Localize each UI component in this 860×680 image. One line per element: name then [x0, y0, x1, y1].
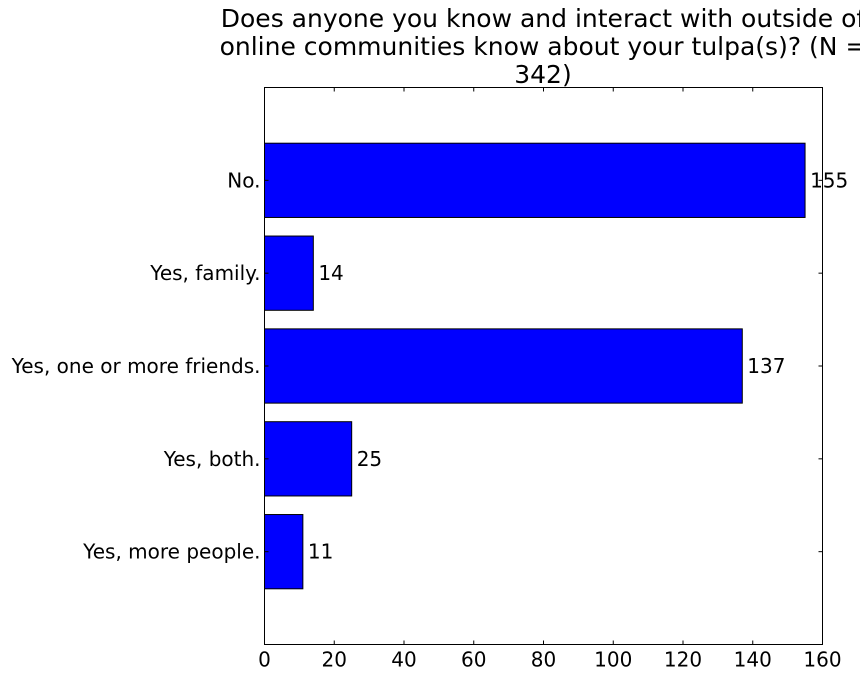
chart-title-line-2: online communities know about your tulpa… [220, 32, 860, 61]
bars [264, 142, 806, 590]
x-tick-label: 80 [531, 648, 556, 672]
data-label: 11 [308, 540, 333, 564]
chart-title: Does anyone you know and interact with o… [220, 4, 860, 89]
category-labels: No. Yes, family. Yes, one or more friends.… [11, 168, 261, 563]
bar [264, 235, 314, 311]
bar [264, 514, 304, 590]
x-tick-label: 0 [258, 648, 271, 672]
data-label: 14 [318, 261, 343, 285]
chart-title-line-1: Does anyone you know and interact with o… [221, 4, 860, 33]
bar [264, 421, 353, 497]
bar [264, 328, 743, 404]
x-tick-label: 140 [734, 648, 772, 672]
bar [264, 142, 806, 218]
x-tick-label: 100 [594, 648, 632, 672]
data-label: 25 [357, 447, 382, 471]
x-axis-tick-labels: 0 20 40 60 80 100 120 140 160 [258, 648, 841, 672]
x-tick-label: 40 [391, 648, 416, 672]
category-label: Yes, both. [163, 447, 261, 471]
data-labels: 155 14 137 25 11 [308, 168, 848, 563]
data-label: 137 [747, 354, 785, 378]
category-label: Yes, more people. [82, 540, 260, 564]
plot-area-frame [264, 87, 823, 645]
chart-title-line-3: 342) [514, 60, 571, 89]
x-tick-label: 20 [322, 648, 347, 672]
category-label: No. [227, 168, 260, 192]
data-label: 155 [810, 168, 848, 192]
category-label: Yes, one or more friends. [11, 354, 261, 378]
x-tick-label: 60 [461, 648, 486, 672]
x-tick-label: 120 [664, 648, 702, 672]
category-label: Yes, family. [149, 261, 260, 285]
x-tick-label: 160 [803, 648, 841, 672]
